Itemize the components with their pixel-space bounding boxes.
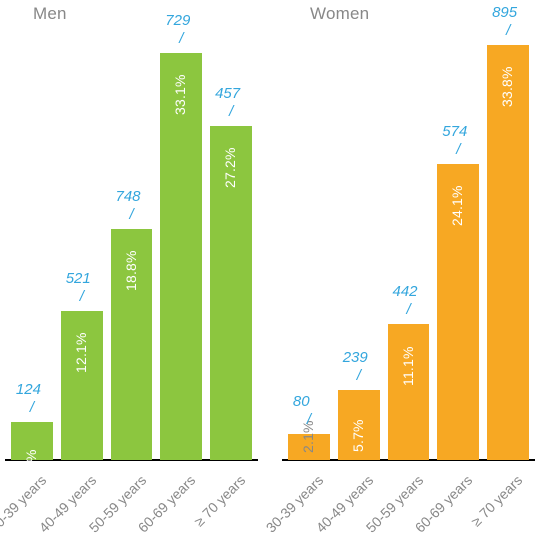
bar-count-label: 748	[116, 188, 141, 205]
count-slash: /	[357, 367, 361, 384]
bar-pct-label: 33.8%	[499, 47, 517, 107]
panel-title: Men	[33, 4, 67, 24]
panel-women: Women2.1%80/5.7%239/11.1%442/24.1%574/33…	[282, 0, 535, 550]
bar-count-label: 124	[16, 381, 41, 398]
bar-count-label: 442	[393, 283, 418, 300]
plot-area: 2.1%80/5.7%239/11.1%442/24.1%574/33.8%89…	[282, 30, 535, 460]
plot-area: 3.1%124/12.1%521/18.8%748/33.1%729/27.2%…	[5, 30, 258, 460]
chart-root: Men3.1%124/12.1%521/18.8%748/33.1%729/27…	[0, 0, 540, 550]
bar-count-label: 895	[492, 4, 517, 21]
bar-pct-label: 33.1%	[172, 55, 190, 115]
count-slash: /	[506, 22, 510, 39]
bar	[487, 45, 529, 460]
bar-count-label: 239	[343, 349, 368, 366]
bar-pct-label: 12.1%	[73, 313, 91, 373]
count-slash: /	[229, 103, 233, 120]
bar-pct-label: 11.1%	[400, 326, 418, 386]
count-slash: /	[130, 206, 134, 223]
count-slash: /	[456, 141, 460, 158]
bar-count-label: 574	[442, 123, 467, 140]
bar-count-label: 80	[293, 393, 310, 410]
panel-men: Men3.1%124/12.1%521/18.8%748/33.1%729/27…	[5, 0, 258, 550]
bar-pct-label: 24.1%	[449, 166, 467, 226]
bar-count-label: 729	[165, 12, 190, 29]
bar-count-label: 521	[66, 270, 91, 287]
count-slash: /	[80, 288, 84, 305]
bar-pct-label: 18.8%	[123, 231, 141, 291]
panel-title: Women	[310, 4, 369, 24]
count-slash: /	[307, 411, 311, 428]
bar-count-label: 457	[215, 85, 240, 102]
count-slash: /	[179, 30, 183, 47]
count-slash: /	[407, 301, 411, 318]
bar-pct-label: 27.2%	[222, 128, 240, 188]
bar-pct-label: 5.7%	[350, 392, 368, 452]
count-slash: /	[30, 399, 34, 416]
